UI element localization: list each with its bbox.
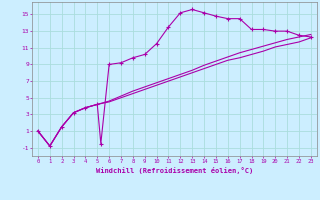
- X-axis label: Windchill (Refroidissement éolien,°C): Windchill (Refroidissement éolien,°C): [96, 167, 253, 174]
